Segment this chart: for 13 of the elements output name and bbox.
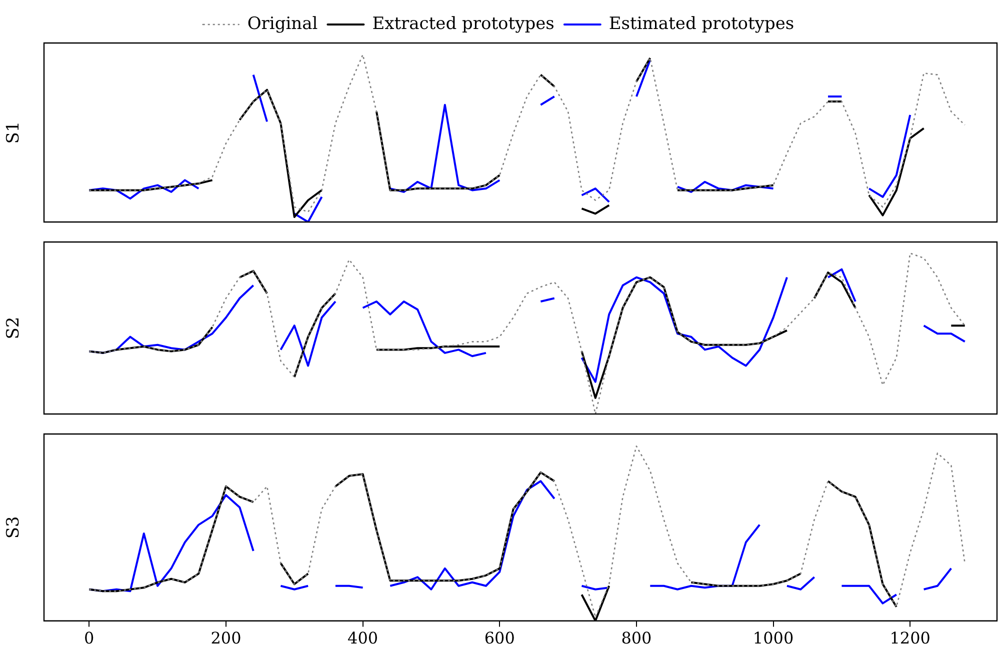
legend-label: Extracted prototypes — [372, 14, 554, 34]
x-tick-label: 200 — [210, 628, 242, 648]
x-tick-label: 800 — [621, 628, 652, 648]
y-axis-title: S1 — [4, 121, 24, 144]
x-tick-label: 400 — [348, 628, 378, 648]
x-tick-label: 0 — [84, 628, 94, 648]
x-tick-label: 600 — [484, 628, 515, 648]
legend-label: Original — [247, 14, 318, 34]
x-tick-label: 1200 — [890, 628, 930, 648]
y-axis-title: S3 — [4, 516, 24, 539]
y-axis-title: S2 — [4, 316, 24, 340]
legend-label: Estimated prototypes — [608, 14, 794, 34]
x-tick-label: 1000 — [752, 628, 794, 648]
